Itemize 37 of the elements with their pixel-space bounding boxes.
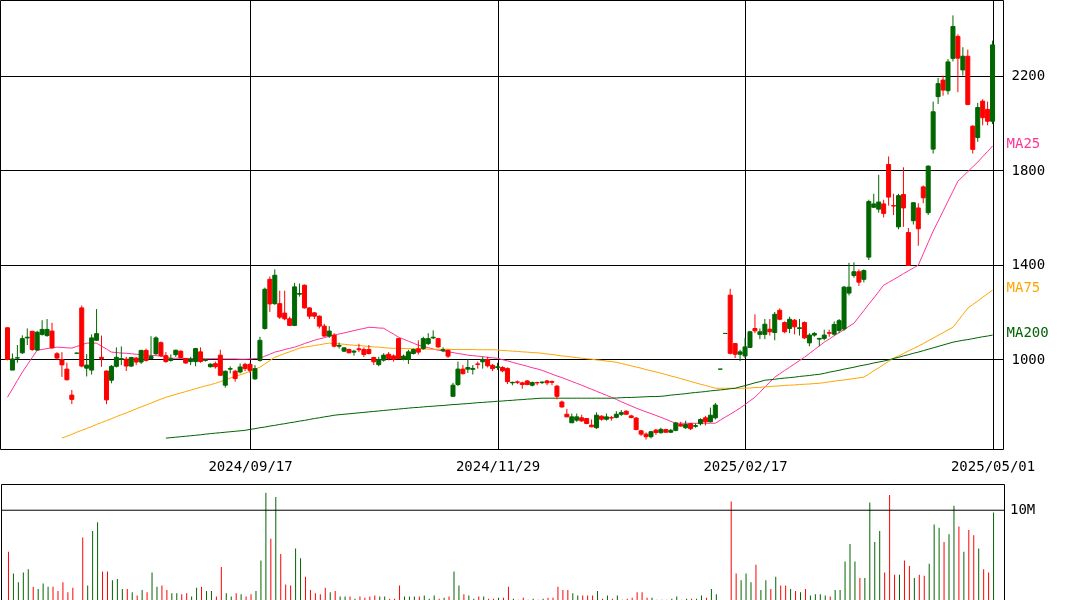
candlestick — [440, 346, 446, 353]
candlestick — [891, 193, 897, 216]
candlestick — [772, 311, 778, 341]
candlestick — [910, 201, 916, 225]
series-label: MA200 — [1006, 324, 1049, 341]
x-tick-label: 2024/09/17 — [208, 457, 293, 474]
y-tick-label: 1800 — [1011, 161, 1046, 178]
candlestick — [257, 336, 263, 363]
candlestick — [970, 124, 976, 155]
line-series — [61, 289, 994, 439]
x-tick-label: 2024/11/29 — [455, 457, 541, 474]
candlestick — [955, 33, 961, 93]
candlestick — [49, 322, 55, 350]
ref-line-label: 10M — [1010, 501, 1036, 518]
candlestick — [534, 381, 540, 386]
candlestick — [217, 349, 223, 377]
candlestick — [940, 75, 946, 97]
candlestick — [980, 98, 986, 126]
candlestick — [277, 290, 283, 320]
candlestick — [153, 335, 159, 356]
candlestick — [915, 202, 921, 247]
candlestick — [757, 327, 763, 340]
series-label: MA75 — [1006, 279, 1041, 296]
candlestick — [351, 349, 357, 357]
candlestick — [99, 335, 105, 368]
line-series — [6, 145, 994, 424]
x-tick-label: 2025/05/01 — [950, 457, 1036, 474]
candlestick — [118, 345, 124, 366]
candlestick — [752, 313, 758, 334]
y-tick-label: 1000 — [1011, 350, 1046, 367]
x-tick-label: 2025/02/17 — [703, 457, 788, 474]
y-tick-label: 2200 — [1011, 67, 1046, 84]
candlestick — [935, 77, 941, 105]
line-series — [165, 334, 994, 439]
y-tick-label: 1400 — [1011, 256, 1046, 273]
candlestick — [960, 46, 966, 77]
series-label: MA25 — [1006, 135, 1041, 152]
